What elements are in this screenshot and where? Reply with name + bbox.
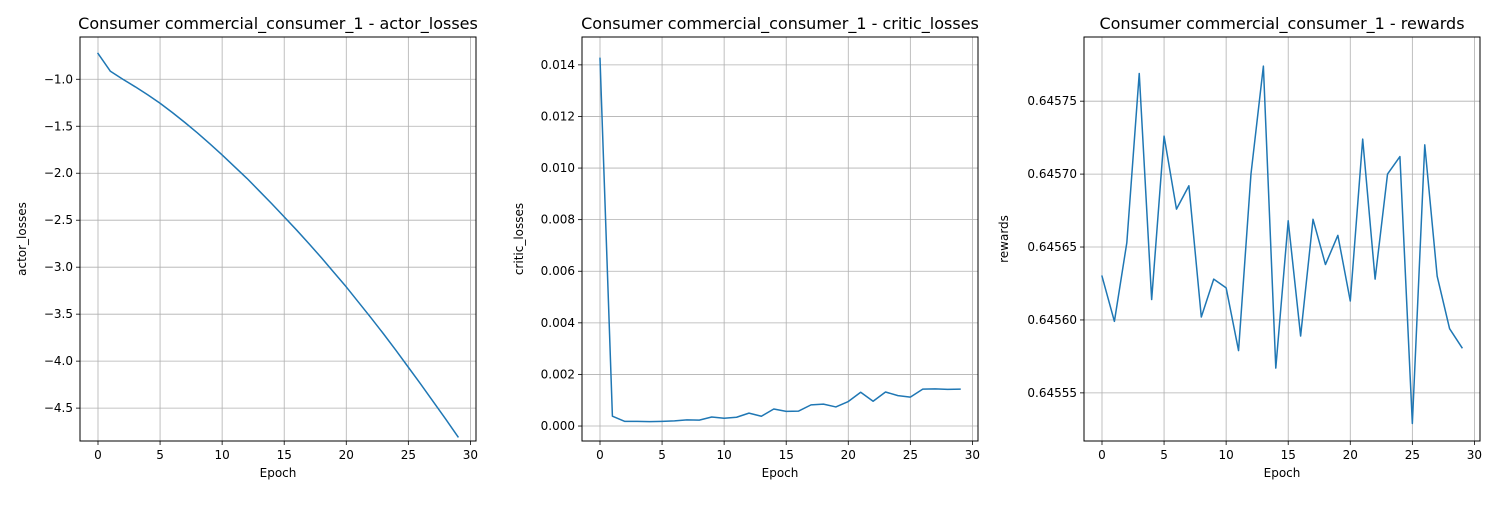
actor-losses-x-tick-label: 0 [94, 448, 102, 462]
critic-losses-y-tick-label: 0.010 [541, 161, 575, 175]
actor-losses-axes-frame [79, 36, 477, 442]
rewards-y-tick-label: 0.64565 [1027, 240, 1077, 254]
rewards-x-tick-label: 15 [1281, 448, 1296, 462]
critic-losses-x-tick-label: 10 [716, 448, 731, 462]
actor-losses-y-tick-label: −1.0 [44, 72, 73, 86]
actor-losses-x-axis-label: Epoch [260, 466, 297, 480]
actor-losses-title: Consumer commercial_consumer_1 - actor_l… [78, 14, 478, 34]
rewards-series-line [1101, 65, 1464, 425]
rewards-x-tick-label: 0 [1098, 448, 1106, 462]
critic-losses-x-tick-label: 15 [779, 448, 794, 462]
critic-losses-series-line [599, 57, 961, 423]
critic-losses-y-axis-label: critic_losses [512, 203, 526, 275]
rewards-y-tick-label: 0.64555 [1027, 386, 1077, 400]
critic-losses-title: Consumer commercial_consumer_1 - critic_… [581, 14, 979, 34]
critic-losses-y-tick-label: 0.002 [541, 367, 575, 381]
chart-critic-losses: 0 5 10 15 20 25 30 0.000 0.002 0.004 0.006 0.008 0.0… [512, 14, 980, 480]
rewards-x-tick-label: 25 [1405, 448, 1420, 462]
rewards-x-tick-label: 10 [1218, 448, 1233, 462]
critic-losses-x-axis-label: Epoch [762, 466, 799, 480]
rewards-title: Consumer commercial_consumer_1 - rewards [1099, 14, 1464, 34]
actor-losses-y-tick-label: −4.0 [44, 354, 73, 368]
chart-actor-losses: 0 5 10 15 20 25 30 −1.0 −1.5 −2.0 −2.5 −3.0 −3.5 −4.0… [15, 14, 478, 480]
actor-losses-y-tick-label: −3.5 [44, 307, 73, 321]
critic-losses-x-tick-label: 30 [965, 448, 980, 462]
critic-losses-y-tick-label: 0.014 [541, 58, 575, 72]
rewards-x-tick-label: 20 [1343, 448, 1358, 462]
actor-losses-y-tick-label: −4.5 [44, 401, 73, 415]
critic-losses-axes-frame [581, 36, 979, 442]
critic-losses-x-tick-label: 5 [658, 448, 666, 462]
actor-losses-x-tick-label: 30 [463, 448, 478, 462]
actor-losses-y-tick-label: −2.0 [44, 166, 73, 180]
rewards-axes-frame [1083, 36, 1481, 442]
actor-losses-x-tick-label: 15 [277, 448, 292, 462]
critic-losses-y-tick-label: 0.004 [541, 316, 575, 330]
actor-losses-x-tick-label: 10 [214, 448, 229, 462]
rewards-x-axis-label: Epoch [1264, 466, 1301, 480]
critic-losses-x-tick-label: 25 [903, 448, 918, 462]
actor-losses-y-tick-label: −1.5 [44, 119, 73, 133]
actor-losses-y-axis-label: actor_losses [15, 202, 29, 276]
actor-losses-x-tick-label: 5 [156, 448, 164, 462]
critic-losses-x-tick-label: 0 [596, 448, 604, 462]
critic-losses-y-tick-label: 0.006 [541, 264, 575, 278]
rewards-x-tick-label: 30 [1467, 448, 1482, 462]
rewards-y-tick-label: 0.64575 [1027, 94, 1077, 108]
critic-losses-y-tick-label: 0.000 [541, 419, 575, 433]
actor-losses-y-tick-label: −3.0 [44, 260, 73, 274]
actor-losses-series-line [96, 52, 460, 438]
critic-losses-y-tick-label: 0.008 [541, 213, 575, 227]
actor-losses-x-tick-label: 25 [401, 448, 416, 462]
actor-losses-y-tick-label: −2.5 [44, 213, 73, 227]
rewards-x-tick-label: 5 [1160, 448, 1168, 462]
actor-losses-x-tick-label: 20 [339, 448, 354, 462]
critic-losses-x-tick-label: 20 [841, 448, 856, 462]
rewards-y-tick-label: 0.64560 [1027, 313, 1077, 327]
critic-losses-y-tick-label: 0.012 [541, 109, 575, 123]
chart-rewards: 0 5 10 15 20 25 30 0.64555 0.64560 0.64565 0.64570… [997, 14, 1482, 480]
rewards-y-tick-label: 0.64570 [1027, 167, 1077, 181]
rewards-y-axis-label: rewards [997, 215, 1011, 263]
